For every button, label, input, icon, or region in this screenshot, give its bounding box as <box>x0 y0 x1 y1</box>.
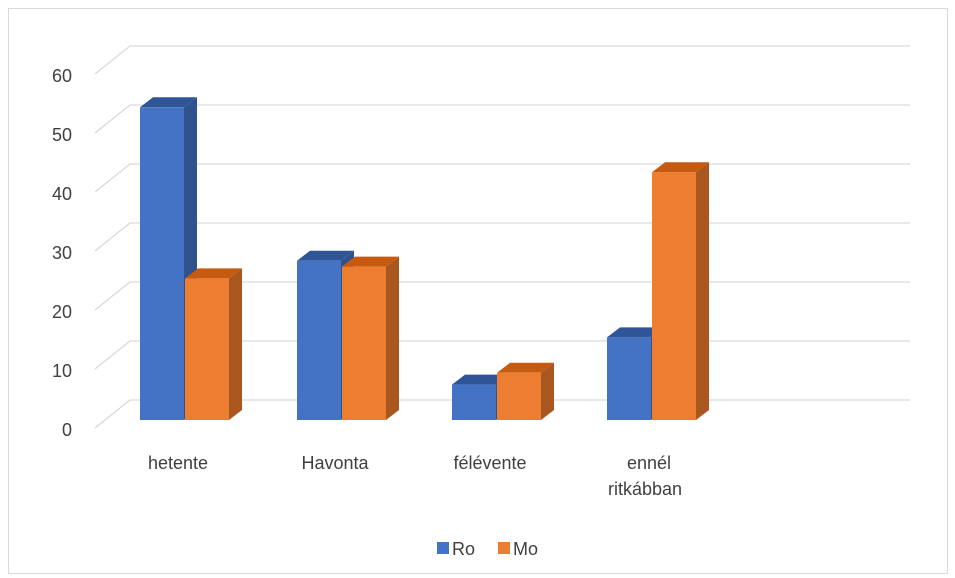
legend: Ro Mo <box>437 539 538 559</box>
bar-mo-2 <box>497 362 554 420</box>
gridline <box>94 163 910 193</box>
y-tick-label: 60 <box>52 66 72 86</box>
legend-item-mo: Mo <box>498 539 538 559</box>
y-tick-label: 30 <box>52 243 72 263</box>
svg-text:Mo: Mo <box>513 539 538 559</box>
gridline <box>94 222 910 252</box>
bar-mo-1 <box>342 256 399 420</box>
y-axis-tick-labels: 0 10 20 30 40 50 60 <box>52 66 72 440</box>
category-label: ennél ritkábban <box>608 453 682 499</box>
gridline <box>94 45 910 75</box>
gridline <box>94 104 910 134</box>
gridline <box>94 281 910 311</box>
category-labels: hetente Havonta félévente ennél ritkábban <box>148 453 682 499</box>
y-tick-label: 40 <box>52 184 72 204</box>
bars <box>140 97 709 421</box>
category-label: hetente <box>148 453 208 473</box>
category-label: félévente <box>453 453 526 473</box>
bar-mo-0 <box>185 268 242 420</box>
legend-item-ro: Ro <box>437 539 475 559</box>
y-tick-label: 0 <box>62 420 72 440</box>
category-label: Havonta <box>301 453 369 473</box>
y-tick-label: 50 <box>52 125 72 145</box>
y-tick-label: 20 <box>52 302 72 322</box>
bar-mo-3 <box>652 162 709 420</box>
svg-text:Ro: Ro <box>452 539 475 559</box>
y-tick-label: 10 <box>52 361 72 381</box>
